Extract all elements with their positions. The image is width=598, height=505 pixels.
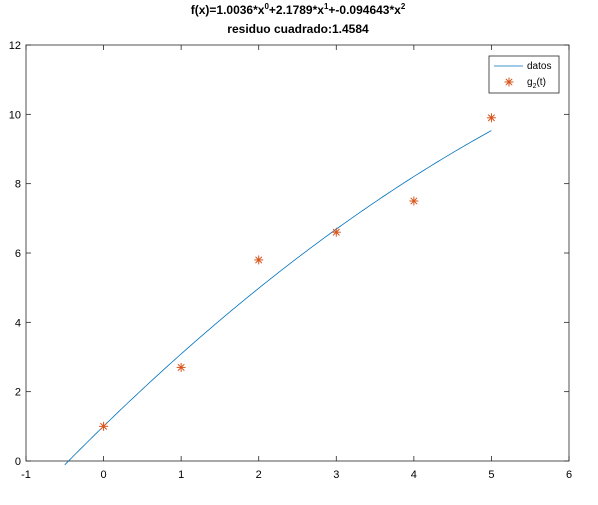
x-tick-label: 3: [333, 469, 339, 481]
y-tick-label: 8: [15, 179, 21, 191]
data-point: [99, 421, 109, 431]
y-tick-label: 12: [9, 40, 21, 52]
y-tick-label: 6: [15, 248, 21, 260]
series: [64, 113, 496, 466]
x-tick-label: -1: [21, 469, 31, 481]
data-point: [331, 227, 341, 237]
x-tick-label: 6: [566, 469, 572, 481]
legend-marker-asterisk: [504, 77, 514, 87]
data-point: [486, 113, 496, 123]
legend-box: [488, 55, 560, 94]
y-tick-label: 2: [15, 387, 21, 399]
legend-label-datos: datos: [527, 61, 551, 72]
y-tick-label: 4: [15, 317, 21, 329]
chart-title-line1: f(x)=1.0036*x0+2.1789*x1+-0.094643*x2: [191, 2, 406, 17]
x-tick-label: 2: [256, 469, 262, 481]
plot-frame: [25, 44, 570, 462]
chart-title-line2: residuo cuadrado:1.4584: [227, 22, 369, 36]
y-tick-label: 0: [15, 456, 21, 468]
x-tick-label: 0: [101, 469, 107, 481]
x-tick-label: 4: [411, 469, 417, 481]
legend: datos g2(t): [488, 55, 560, 94]
legend-label-g2: g2(t): [527, 77, 546, 90]
series-line-datos: [64, 130, 492, 466]
axes: [25, 44, 570, 462]
y-tick-label: 10: [9, 109, 21, 121]
x-tick-label: 1: [178, 469, 184, 481]
data-point: [409, 196, 419, 206]
data-point: [254, 255, 264, 265]
data-point: [176, 362, 186, 372]
x-tick-label: 5: [488, 469, 494, 481]
